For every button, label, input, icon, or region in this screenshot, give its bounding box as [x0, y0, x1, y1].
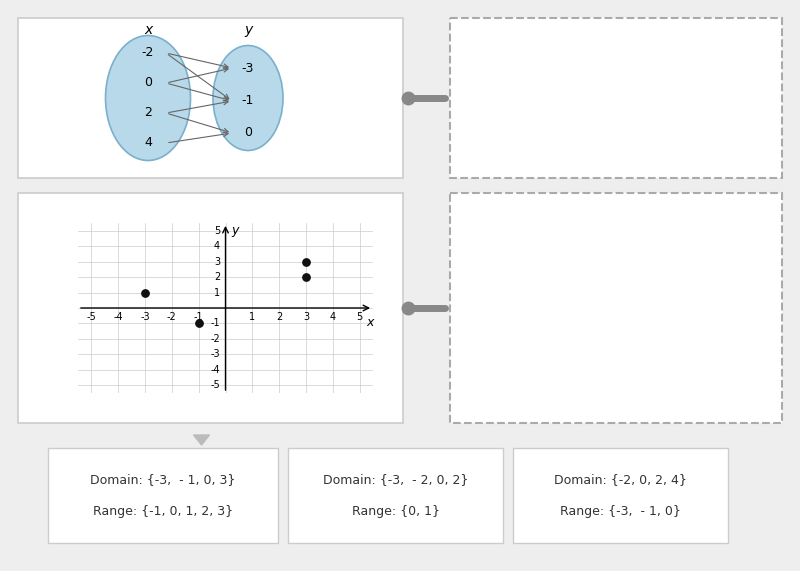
Text: -1: -1 — [242, 94, 254, 107]
Text: 5: 5 — [214, 226, 220, 236]
Ellipse shape — [106, 35, 190, 160]
Text: 2: 2 — [276, 312, 282, 322]
Text: 5: 5 — [357, 312, 362, 322]
Text: -3: -3 — [140, 312, 150, 322]
Text: Domain: {-3,  - 1, 0, 3}: Domain: {-3, - 1, 0, 3} — [90, 473, 236, 486]
Point — [299, 272, 312, 282]
Text: -4: -4 — [210, 365, 220, 375]
Text: y: y — [244, 23, 252, 37]
Point — [138, 288, 151, 297]
Text: -4: -4 — [114, 312, 123, 322]
FancyBboxPatch shape — [18, 18, 403, 178]
Text: x: x — [366, 316, 374, 329]
Text: 4: 4 — [214, 241, 220, 251]
Text: -3: -3 — [210, 349, 220, 359]
Text: -2: -2 — [167, 312, 177, 322]
Text: 3: 3 — [214, 256, 220, 267]
FancyBboxPatch shape — [288, 448, 503, 543]
Text: 0: 0 — [144, 77, 152, 90]
Text: y: y — [231, 224, 238, 237]
FancyBboxPatch shape — [450, 193, 782, 423]
Text: Range: {-1, 0, 1, 2, 3}: Range: {-1, 0, 1, 2, 3} — [93, 505, 233, 518]
Text: -2: -2 — [210, 334, 220, 344]
Text: 3: 3 — [303, 312, 309, 322]
FancyBboxPatch shape — [48, 448, 278, 543]
Text: 4: 4 — [144, 136, 152, 150]
Text: x: x — [144, 23, 152, 37]
Text: 2: 2 — [214, 272, 220, 282]
FancyBboxPatch shape — [450, 18, 782, 178]
FancyBboxPatch shape — [18, 193, 403, 423]
Text: -5: -5 — [86, 312, 96, 322]
FancyBboxPatch shape — [513, 448, 728, 543]
Text: 4: 4 — [330, 312, 336, 322]
Text: 1: 1 — [250, 312, 255, 322]
Text: Domain: {-3,  - 2, 0, 2}: Domain: {-3, - 2, 0, 2} — [323, 473, 468, 486]
Text: 0: 0 — [244, 127, 252, 139]
Text: Range: {-3,  - 1, 0}: Range: {-3, - 1, 0} — [560, 505, 681, 518]
Point — [299, 257, 312, 266]
Text: Range: {0, 1}: Range: {0, 1} — [351, 505, 439, 518]
Text: -3: -3 — [242, 62, 254, 74]
Text: -1: -1 — [194, 312, 203, 322]
Text: 2: 2 — [144, 107, 152, 119]
Text: -2: -2 — [142, 46, 154, 59]
Ellipse shape — [213, 46, 283, 151]
Text: -1: -1 — [210, 319, 220, 328]
Polygon shape — [194, 435, 210, 445]
Point — [192, 319, 205, 328]
Text: -5: -5 — [210, 380, 220, 390]
Text: Domain: {-2, 0, 2, 4}: Domain: {-2, 0, 2, 4} — [554, 473, 687, 486]
Text: 1: 1 — [214, 288, 220, 297]
